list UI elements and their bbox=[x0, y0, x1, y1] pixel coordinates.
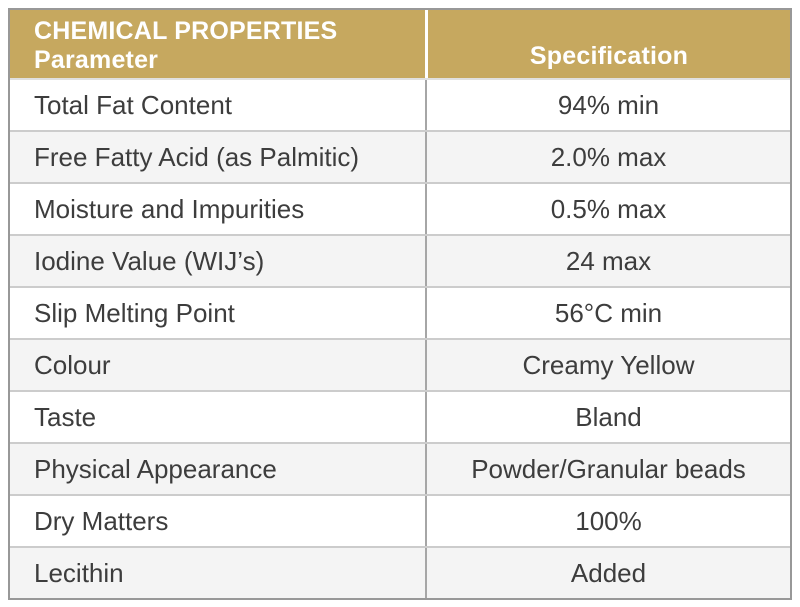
table-row: Total Fat Content 94% min bbox=[10, 78, 790, 130]
specification-cell: 24 max bbox=[425, 236, 790, 286]
table-body: Total Fat Content 94% min Free Fatty Aci… bbox=[10, 78, 790, 598]
parameter-cell: Free Fatty Acid (as Palmitic) bbox=[34, 141, 360, 172]
parameter-cell: Moisture and Impurities bbox=[34, 193, 305, 224]
specification-cell: 100% bbox=[425, 496, 790, 546]
specification-cell: 94% min bbox=[425, 80, 790, 130]
table-row: Moisture and Impurities 0.5% max bbox=[10, 182, 790, 234]
parameter-cell: Physical Appearance bbox=[34, 453, 277, 484]
table-row: Taste Bland bbox=[10, 390, 790, 442]
header-specification-cell: Specification bbox=[425, 10, 790, 78]
header-parameter-cell: CHEMICAL PROPERTIES Parameter bbox=[10, 10, 425, 78]
specification-cell: 0.5% max bbox=[425, 184, 790, 234]
specification-cell: Bland bbox=[425, 392, 790, 442]
table-title: CHEMICAL PROPERTIES bbox=[34, 17, 338, 45]
parameter-cell: Slip Melting Point bbox=[34, 297, 235, 328]
table-row: Physical Appearance Powder/Granular bead… bbox=[10, 442, 790, 494]
table-row: Dry Matters 100% bbox=[10, 494, 790, 546]
parameter-cell: Colour bbox=[34, 349, 111, 380]
parameter-cell: Iodine Value (WIJ’s) bbox=[34, 245, 265, 276]
table-row: Iodine Value (WIJ’s) 24 max bbox=[10, 234, 790, 286]
parameter-cell: Taste bbox=[34, 401, 97, 432]
table-row: Free Fatty Acid (as Palmitic) 2.0% max bbox=[10, 130, 790, 182]
specification-cell: Added bbox=[425, 548, 790, 598]
table-header-row: CHEMICAL PROPERTIES Parameter Specificat… bbox=[10, 10, 790, 78]
parameter-cell: Dry Matters bbox=[34, 505, 169, 536]
parameter-cell: Lecithin bbox=[34, 557, 124, 588]
specification-column-header: Specification bbox=[529, 42, 689, 70]
parameter-cell: Total Fat Content bbox=[34, 89, 232, 120]
table-row: Colour Creamy Yellow bbox=[10, 338, 790, 390]
chemical-properties-table: CHEMICAL PROPERTIES Parameter Specificat… bbox=[8, 8, 792, 600]
specification-cell: 56°C min bbox=[425, 288, 790, 338]
specification-cell: Creamy Yellow bbox=[425, 340, 790, 390]
table-row: Slip Melting Point 56°C min bbox=[10, 286, 790, 338]
specification-cell: Powder/Granular beads bbox=[425, 444, 790, 494]
specification-cell: 2.0% max bbox=[425, 132, 790, 182]
parameter-column-header: Parameter bbox=[34, 46, 159, 74]
table-row: Lecithin Added bbox=[10, 546, 790, 598]
